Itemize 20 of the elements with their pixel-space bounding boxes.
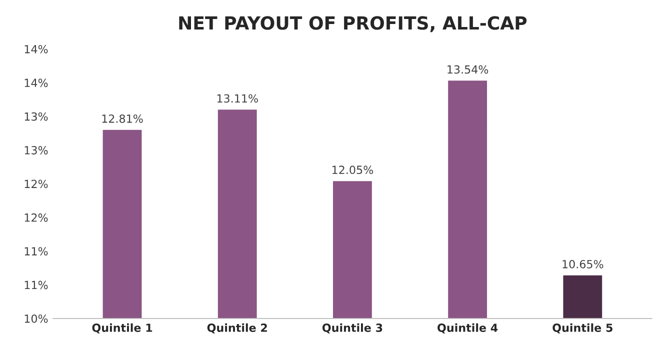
y-tick-label: 12% <box>24 213 48 222</box>
y-tick-label: 10% <box>24 314 48 323</box>
y-tick-label: 11% <box>24 280 48 290</box>
x-tick-label: Quintile 4 <box>438 323 498 334</box>
data-label: 12.05% <box>332 166 374 174</box>
y-tick-label: 12% <box>24 180 48 188</box>
data-label: 10.65% <box>562 260 604 268</box>
y-tick-label: 13% <box>24 146 48 154</box>
data-label: 13.11% <box>217 94 258 103</box>
chart-title: NET PAYOUT OF PROFITS, ALL-CAP <box>179 16 527 32</box>
data-label: 13.54% <box>448 65 488 74</box>
x-tick-label: Quintile 2 <box>207 323 267 334</box>
data-label: 12.81% <box>102 114 143 123</box>
y-tick-label: 14% <box>24 78 48 88</box>
y-tick-label: 13% <box>24 112 48 121</box>
x-tick-label: Quintile 1 <box>92 323 152 334</box>
y-tick-label: 14% <box>24 44 48 54</box>
x-tick-label: Quintile 3 <box>322 323 382 334</box>
y-tick-label: 11% <box>24 247 48 256</box>
x-tick-label: Quintile 5 <box>552 323 612 334</box>
